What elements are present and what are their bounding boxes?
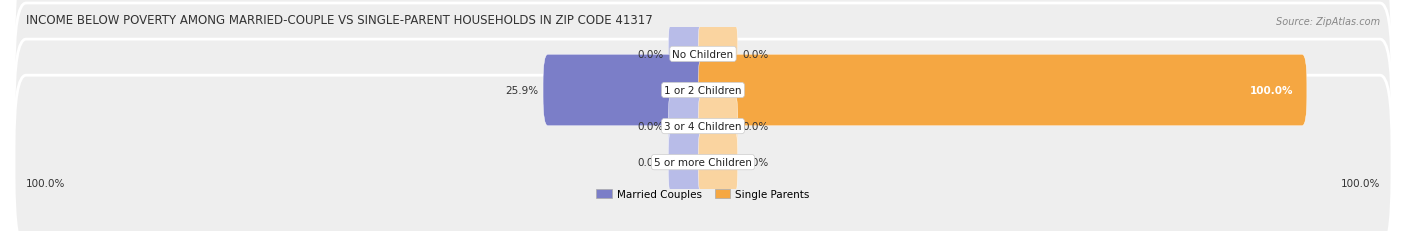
FancyBboxPatch shape [14,76,1392,231]
Text: 0.0%: 0.0% [742,122,768,131]
FancyBboxPatch shape [14,0,1392,141]
FancyBboxPatch shape [699,127,738,198]
Text: 1 or 2 Children: 1 or 2 Children [664,86,742,96]
Text: 100.0%: 100.0% [1250,86,1294,96]
Legend: Married Couples, Single Parents: Married Couples, Single Parents [592,185,814,204]
Text: 100.0%: 100.0% [27,178,66,188]
Text: 5 or more Children: 5 or more Children [654,158,752,167]
FancyBboxPatch shape [699,19,738,90]
Text: INCOME BELOW POVERTY AMONG MARRIED-COUPLE VS SINGLE-PARENT HOUSEHOLDS IN ZIP COD: INCOME BELOW POVERTY AMONG MARRIED-COUPL… [27,14,652,27]
Text: 3 or 4 Children: 3 or 4 Children [664,122,742,131]
Text: 25.9%: 25.9% [506,86,538,96]
Text: Source: ZipAtlas.com: Source: ZipAtlas.com [1275,17,1379,27]
FancyBboxPatch shape [14,4,1392,177]
Text: 100.0%: 100.0% [1340,178,1379,188]
FancyBboxPatch shape [668,19,707,90]
Text: 0.0%: 0.0% [638,50,664,60]
Text: 0.0%: 0.0% [638,122,664,131]
FancyBboxPatch shape [543,55,707,126]
FancyBboxPatch shape [668,127,707,198]
FancyBboxPatch shape [668,91,707,162]
Text: 0.0%: 0.0% [638,158,664,167]
FancyBboxPatch shape [14,40,1392,213]
Text: 0.0%: 0.0% [742,158,768,167]
FancyBboxPatch shape [699,55,1306,126]
Text: 0.0%: 0.0% [742,50,768,60]
FancyBboxPatch shape [699,91,738,162]
Text: No Children: No Children [672,50,734,60]
